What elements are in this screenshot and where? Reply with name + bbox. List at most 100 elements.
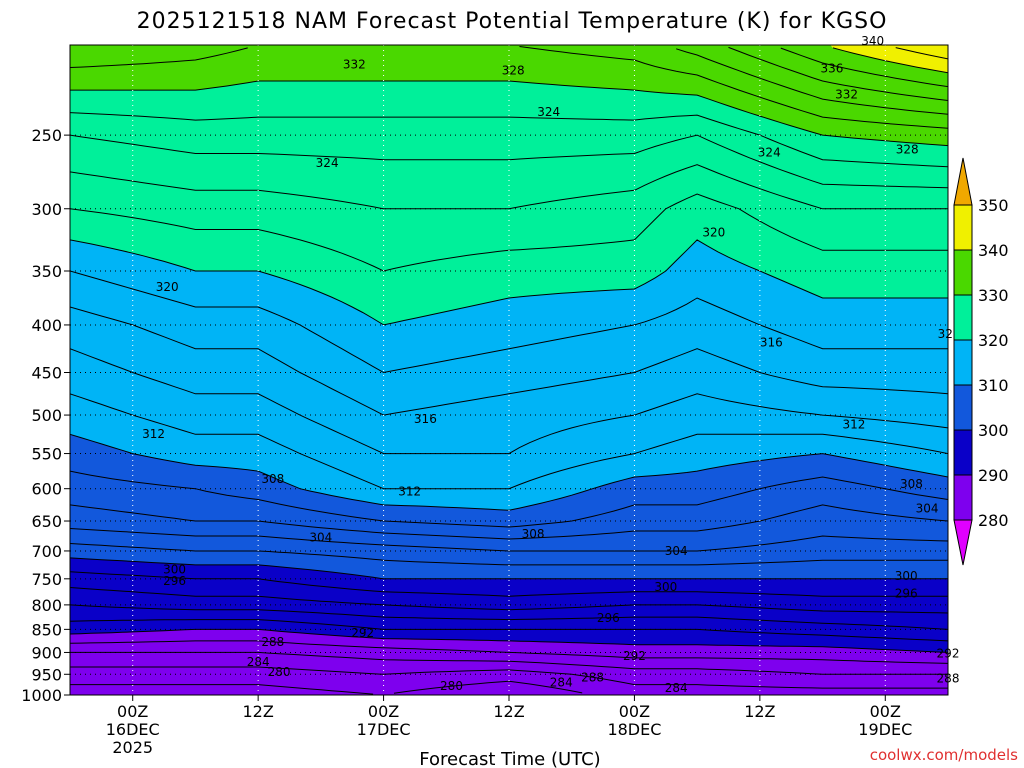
contour-line-282: [393, 680, 583, 694]
contour-value-label: 316: [414, 412, 437, 426]
theta-fill-layer: [70, 45, 948, 695]
x-tick-label: 00Z: [619, 702, 650, 721]
theta-band-320: [70, 81, 948, 325]
contour-value-label: 292: [351, 626, 374, 640]
x-tick-label: 18DEC: [607, 720, 661, 739]
y-tick-label: 650: [31, 512, 62, 531]
contour-value-label: 340: [861, 34, 884, 48]
colorbar-segment: [953, 384, 973, 431]
y-tick-label: 900: [31, 643, 62, 662]
colorbar: 280 290 300 310 320 330 340 350: [953, 157, 1009, 566]
contour-value-label: 324: [537, 105, 560, 119]
contour-line-336: [728, 46, 948, 101]
x-tick-label: 12Z: [744, 702, 775, 721]
y-tick-label: 800: [31, 596, 62, 615]
colorbar-label: 280: [978, 511, 1009, 530]
y-tick-label: 700: [31, 542, 62, 561]
contour-line-294: [70, 604, 948, 630]
contour-value-label: 280: [440, 679, 463, 693]
contour-value-label: 308: [900, 477, 923, 491]
contour-value-label: 296: [163, 574, 186, 588]
contour-value-label: 300: [895, 569, 918, 583]
contour-line-288: [70, 640, 948, 664]
contour-value-label: 328: [896, 142, 919, 156]
contour-value-label: 324: [758, 146, 781, 160]
contour-value-label: 304: [309, 530, 332, 544]
x-tick-label: 00Z: [870, 702, 901, 721]
contour-line-284: [70, 666, 948, 689]
theta-contour-lines: [70, 46, 948, 695]
y-tick-label: 400: [31, 316, 62, 335]
contour-value-label: 296: [597, 611, 620, 625]
source-credit: coolwx.com/models: [870, 746, 1018, 764]
contour-line-326: [70, 134, 948, 189]
x-tick-label: 12Z: [242, 702, 273, 721]
y-tick-label: 250: [31, 126, 62, 145]
contour-value-label: 332: [343, 58, 366, 72]
contour-value-label: 300: [654, 580, 677, 594]
contour-value-label: 304: [665, 544, 688, 558]
x-tick-label: 16DEC: [106, 720, 160, 739]
colorbar-low-arrow: [953, 519, 973, 566]
contour-value-label: 308: [261, 472, 284, 486]
contour-value-label: 304: [916, 501, 939, 515]
colorbar-label: 320: [978, 331, 1009, 350]
contour-value-label: 312: [842, 418, 865, 432]
contour-value-label: 288: [581, 671, 604, 685]
colorbar-label: 340: [978, 241, 1009, 260]
contour-line-300: [70, 557, 948, 580]
contour-line-318: [70, 270, 948, 374]
y-tick-label: 850: [31, 620, 62, 639]
contour-value-label: 328: [502, 63, 525, 77]
y-tick-label: 950: [31, 665, 62, 684]
chart-title: 2025121518 NAM Forecast Potential Temper…: [137, 9, 888, 34]
x-tick-label: 17DEC: [357, 720, 411, 739]
x-tick-label: 00Z: [368, 702, 399, 721]
contour-line-334: [676, 48, 948, 115]
contour-line-312: [70, 393, 948, 490]
contour-line-298: [70, 571, 948, 597]
colorbar-label: 330: [978, 286, 1009, 305]
contour-line-314: [70, 348, 948, 455]
contour-value-label: 284: [665, 681, 688, 695]
contour-line-328: [70, 112, 948, 168]
contour-value-label: 288: [937, 672, 960, 686]
contour-value-label: 296: [895, 587, 918, 601]
contour-line-320: [70, 239, 948, 326]
contour-value-label: 284: [550, 676, 573, 690]
x-tick-label: 19DEC: [858, 720, 912, 739]
theta-band-300: [70, 434, 948, 579]
colorbar-segment: [953, 249, 973, 296]
contour-value-label: 320: [702, 225, 725, 239]
y-tick-label: 500: [31, 406, 62, 425]
contour-value-label: 324: [316, 156, 339, 170]
y-axis: 250 300 350 400 450 500 550 600 650 700 750 800 850 9…: [21, 126, 70, 705]
contour-value-label: 292: [623, 649, 646, 663]
contour-value-label: 308: [522, 527, 545, 541]
colorbar-segment: [953, 204, 973, 251]
colorbar-label: 350: [978, 196, 1009, 215]
colorbar-label: 300: [978, 421, 1009, 440]
grid-lines: [70, 45, 948, 696]
contour-value-label: 320: [156, 280, 179, 294]
contour-line-296: [70, 587, 948, 614]
colorbar-segment: [953, 339, 973, 386]
contour-value-label: 316: [760, 336, 783, 350]
contour-line-324: [70, 164, 948, 210]
contour-value-label: 300: [163, 563, 186, 577]
y-tick-label: 450: [31, 364, 62, 383]
contour-line-338: [780, 47, 948, 88]
contour-value-label: 284: [247, 655, 270, 669]
y-tick-label: 550: [31, 445, 62, 464]
colorbar-segment: [953, 474, 973, 521]
y-tick-label: 600: [31, 480, 62, 499]
contour-value-label: 280: [268, 665, 291, 679]
contour-value-label: 332: [835, 87, 858, 101]
contour-line-332: [519, 46, 948, 129]
colorbar-segment: [953, 294, 973, 341]
x-tick-label: 00Z: [117, 702, 148, 721]
contour-line-308: [70, 470, 948, 528]
theta-band-330: [70, 45, 948, 146]
